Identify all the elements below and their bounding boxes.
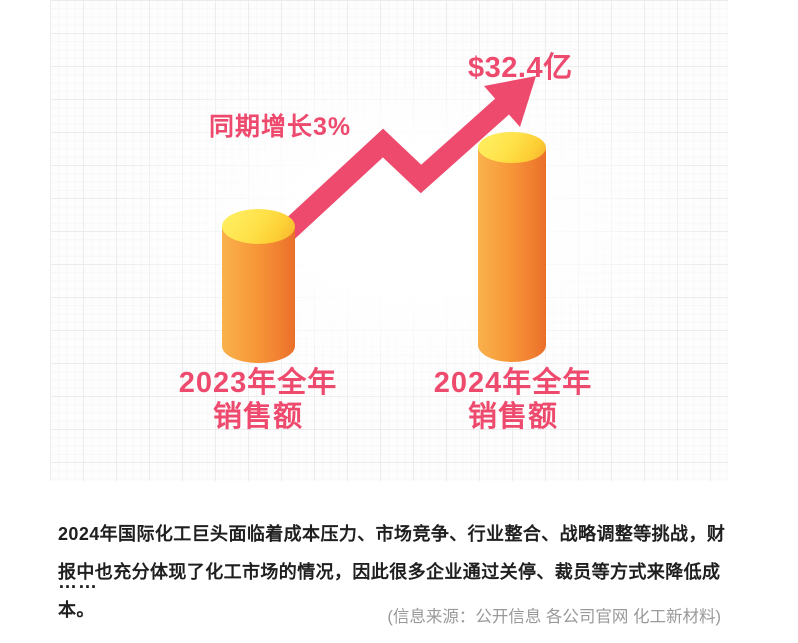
bar-2023-top-ellipse — [222, 209, 295, 244]
bar-label-2024: 2024年全年 销售额 — [403, 366, 623, 434]
source-attribution: (信息来源：公开信息 各公司官网 化工新材料) — [387, 608, 721, 626]
article-paragraph: 2024年国际化工巨头面临着成本压力、市场竞争、行业整合、战略调整等挑战，财报中… — [58, 524, 726, 620]
value-label-2024: $32.4亿 — [468, 52, 573, 84]
bar-2023-cylinder — [222, 226, 295, 363]
bar-label-2023-line2: 销售额 — [212, 401, 303, 433]
bar-label-2023: 2023年全年 销售额 — [148, 366, 368, 434]
bar-2024-top-ellipse — [478, 132, 546, 163]
article-ellipsis: …… — [58, 572, 98, 593]
bar-2024-cylinder — [478, 147, 546, 362]
bar-label-2023-line1: 2023年全年 — [178, 367, 338, 399]
bar-label-2024-line2: 销售额 — [467, 401, 558, 433]
bar-label-2024-line1: 2024年全年 — [433, 367, 593, 399]
growth-annotation: 同期增长3% — [209, 113, 352, 141]
